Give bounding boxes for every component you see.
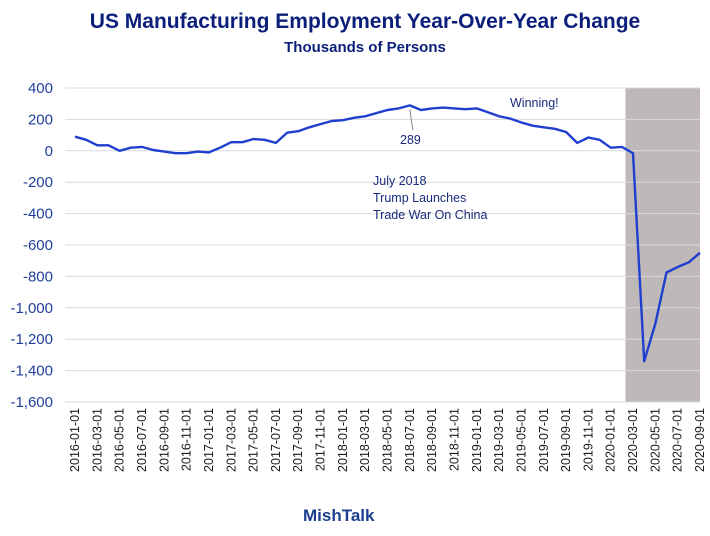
x-tick-label: 2017-11-01 <box>314 408 328 471</box>
x-tick-label: 2019-01-01 <box>470 408 484 472</box>
x-tick-label: 2016-11-01 <box>180 408 194 471</box>
annotation-trade-war-line-2: Trump Launches <box>373 191 466 205</box>
annotation-trade-war-line-1: July 2018 <box>373 174 427 188</box>
series-line <box>74 104 701 363</box>
x-tick-label: 2018-05-01 <box>381 408 395 472</box>
x-tick-label: 2016-09-01 <box>157 408 171 472</box>
x-tick-label: 2018-11-01 <box>447 408 461 471</box>
y-tick-label: -800 <box>23 268 53 285</box>
x-tick-label: 2020-03-01 <box>626 408 640 472</box>
x-tick-label: 2019-03-01 <box>492 408 506 472</box>
y-tick-label: -1,000 <box>10 300 53 317</box>
x-tick-label: 2018-07-01 <box>403 408 417 472</box>
x-tick-label: 2020-07-01 <box>671 408 685 472</box>
y-tick-label: -1,600 <box>10 394 53 411</box>
x-tick-label: 2017-09-01 <box>291 408 305 472</box>
x-tick-label: 2017-01-01 <box>202 408 216 472</box>
x-tick-label: 2016-03-01 <box>90 408 104 472</box>
x-tick-label: 2020-05-01 <box>648 408 662 472</box>
x-tick-label: 2018-01-01 <box>336 408 350 472</box>
x-tick-label: 2019-11-01 <box>581 408 595 471</box>
x-tick-label: 2019-05-01 <box>514 408 528 472</box>
chart-title: US Manufacturing Employment Year-Over-Ye… <box>89 10 641 33</box>
annotation-winning: Winning! <box>510 96 559 110</box>
x-tick-label: 2018-03-01 <box>358 408 372 472</box>
annotation-289: 289 <box>400 133 421 147</box>
x-tick-label: 2019-07-01 <box>537 408 551 472</box>
x-tick-label: 2018-09-01 <box>425 408 439 472</box>
y-tick-label: 400 <box>28 80 53 97</box>
y-tick-label: -400 <box>23 206 53 223</box>
x-tick-label: 2017-03-01 <box>224 408 238 472</box>
chart-subtitle: Thousands of Persons <box>284 39 446 56</box>
series-layer <box>74 104 701 363</box>
x-tick-label: 2020-09-01 <box>693 408 707 472</box>
x-tick-label: 2020-01-01 <box>604 408 618 472</box>
x-axis-ticks: 2016-01-01 2016-03-01 2016-05-01 2016-07-01… <box>68 408 707 472</box>
x-tick-label: 2016-07-01 <box>135 408 149 472</box>
annotations: Winning! 289 July 2018 Trump Launches Tr… <box>373 96 559 222</box>
y-tick-label: -1,200 <box>10 331 53 348</box>
x-tick-label: 2017-07-01 <box>269 408 283 472</box>
source-label: MishTalk <box>303 506 375 525</box>
y-axis-ticks: 400 200 0 -200 -400 -600 -800 -1,000 -1,200 -1,40… <box>10 80 53 411</box>
x-tick-label: 2016-01-01 <box>68 408 82 472</box>
y-tick-label: 200 <box>28 111 53 128</box>
y-tick-label: -200 <box>23 174 53 191</box>
annotation-trade-war-line-3: Trade War On China <box>373 208 487 222</box>
x-tick-label: 2016-05-01 <box>113 408 127 472</box>
y-tick-label: -1,400 <box>10 363 53 380</box>
gridlines <box>65 87 700 403</box>
y-tick-label: -600 <box>23 237 53 254</box>
x-tick-label: 2017-05-01 <box>247 408 261 472</box>
annotation-289-leader <box>409 109 414 131</box>
x-tick-label: 2019-09-01 <box>559 408 573 472</box>
y-tick-label: 0 <box>45 143 53 160</box>
